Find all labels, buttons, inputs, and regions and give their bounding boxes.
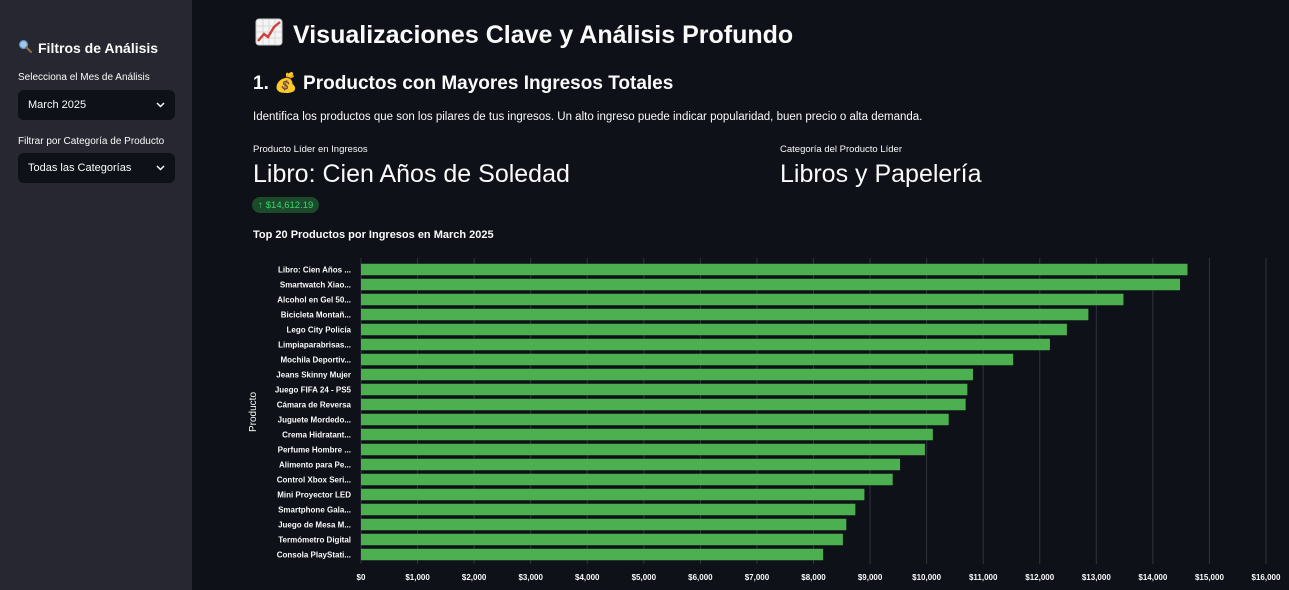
bar bbox=[361, 533, 843, 546]
y-tick-label: Mini Proyector LED bbox=[277, 491, 351, 500]
month-select-value: March 2025 bbox=[28, 99, 87, 111]
x-tick-label: $7,000 bbox=[745, 573, 770, 582]
chevron-down-icon bbox=[156, 100, 165, 110]
x-tick-label: $12,000 bbox=[1025, 573, 1054, 582]
bar bbox=[361, 278, 1181, 291]
y-tick-label: Perfume Hombre ... bbox=[278, 446, 351, 455]
chart-increasing-icon bbox=[255, 18, 283, 53]
bar bbox=[361, 263, 1188, 276]
page-title-text: Visualizaciones Clave y Análisis Profund… bbox=[293, 21, 794, 49]
bar bbox=[361, 503, 856, 516]
y-tick-label: Consola PlayStati... bbox=[277, 551, 351, 560]
chevron-down-icon bbox=[156, 163, 165, 173]
y-tick-label: Mochila Deportiv... bbox=[280, 356, 351, 365]
y-tick-label: Crema Hidratant... bbox=[282, 431, 351, 440]
x-tick-label: $11,000 bbox=[969, 573, 998, 582]
x-tick-label: $1,000 bbox=[405, 573, 430, 582]
sidebar: Filtros de Análisis Selecciona el Mes de… bbox=[0, 0, 192, 590]
bar bbox=[361, 488, 865, 501]
x-tick-label: $10,000 bbox=[912, 573, 941, 582]
x-tick-label: $9,000 bbox=[858, 573, 883, 582]
metric-label-category: Categoría del Producto Líder bbox=[780, 144, 902, 155]
arrow-up-icon: ↑ bbox=[258, 199, 263, 211]
bar bbox=[361, 473, 893, 486]
revenue-bar-chart: $0 $1,000 $2,000 $3,000 $4,000 $5,000 $6,000 $7… bbox=[248, 258, 1281, 582]
x-tick-label: $15,000 bbox=[1195, 573, 1224, 582]
x-tick-label: $13,000 bbox=[1082, 573, 1111, 582]
bar bbox=[361, 398, 966, 411]
y-tick-label: Juguete Mordedo... bbox=[278, 416, 351, 425]
x-tick-label: $3,000 bbox=[518, 573, 543, 582]
magnifier-icon bbox=[18, 39, 33, 56]
x-tick-label: $6,000 bbox=[688, 573, 713, 582]
metric-value-category: Libros y Papelería bbox=[780, 160, 982, 188]
bar bbox=[361, 413, 949, 426]
y-tick-label: Termómetro Digital bbox=[278, 536, 351, 545]
page-title: Visualizaciones Clave y Análisis Profund… bbox=[255, 18, 793, 53]
bar bbox=[361, 368, 974, 381]
main-content: Visualizaciones Clave y Análisis Profund… bbox=[192, 0, 1289, 590]
x-tick-label: $4,000 bbox=[575, 573, 600, 582]
category-label: Filtrar por Categoría de Producto bbox=[18, 136, 165, 147]
bar bbox=[361, 308, 1089, 321]
y-tick-label: Smartwatch Xiao... bbox=[280, 281, 351, 290]
bar bbox=[361, 323, 1067, 336]
y-tick-label: Control Xbox Seri... bbox=[277, 476, 351, 485]
x-tick-label: $0 bbox=[357, 573, 366, 582]
y-tick-label: Lego City Policía bbox=[287, 326, 352, 335]
bar bbox=[361, 458, 901, 471]
y-axis-title: Producto bbox=[248, 392, 259, 432]
y-tick-label: Smartphone Gala... bbox=[278, 506, 351, 515]
x-tick-label: $8,000 bbox=[801, 573, 826, 582]
y-tick-label: Juego FIFA 24 - PS5 bbox=[275, 386, 352, 395]
sidebar-title-text: Filtros de Análisis bbox=[38, 39, 159, 56]
x-tick-label: $14,000 bbox=[1138, 573, 1167, 582]
month-select[interactable]: March 2025 bbox=[18, 90, 175, 120]
y-tick-label: Juego de Mesa M... bbox=[278, 521, 351, 530]
sidebar-title: Filtros de Análisis bbox=[18, 39, 158, 56]
metric-label-product: Producto Líder en Ingresos bbox=[253, 144, 368, 155]
bar bbox=[361, 518, 847, 531]
metric-delta-value: $14,612.19 bbox=[265, 199, 314, 211]
x-tick-label: $16,000 bbox=[1252, 573, 1281, 582]
y-tick-label: Bicicleta Montañ... bbox=[281, 311, 351, 320]
metric-value-product: Libro: Cien Años de Soledad bbox=[253, 160, 570, 188]
section-description: Identifica los productos que son los pil… bbox=[253, 111, 923, 123]
y-tick-label: Jeans Skinny Mujer bbox=[276, 371, 351, 380]
y-tick-label: Cámara de Reversa bbox=[277, 401, 352, 410]
bar bbox=[361, 383, 968, 396]
x-tick-label: $2,000 bbox=[462, 573, 487, 582]
category-select[interactable]: Todas las Categorías bbox=[18, 153, 175, 183]
metric-delta-badge: ↑ $14,612.19 bbox=[252, 197, 320, 213]
y-tick-label: Limpiaparabrisas... bbox=[278, 341, 351, 350]
bar bbox=[361, 353, 1014, 366]
bar bbox=[361, 428, 933, 441]
x-tick-label: $5,000 bbox=[632, 573, 657, 582]
month-label: Selecciona el Mes de Análisis bbox=[18, 72, 150, 83]
bar bbox=[361, 338, 1050, 351]
bar bbox=[361, 293, 1124, 306]
chart-title: Top 20 Productos por Ingresos en March 2… bbox=[253, 229, 494, 241]
section-title: 1. 💰 Productos con Mayores Ingresos Tota… bbox=[253, 73, 674, 94]
category-select-value: Todas las Categorías bbox=[28, 162, 132, 174]
y-tick-label: Alimento para Pe... bbox=[279, 461, 351, 470]
y-tick-label: Alcohol en Gel 50... bbox=[277, 296, 351, 305]
y-tick-label: Libro: Cien Años ... bbox=[278, 266, 351, 275]
bar bbox=[361, 443, 925, 456]
bar bbox=[361, 548, 824, 561]
